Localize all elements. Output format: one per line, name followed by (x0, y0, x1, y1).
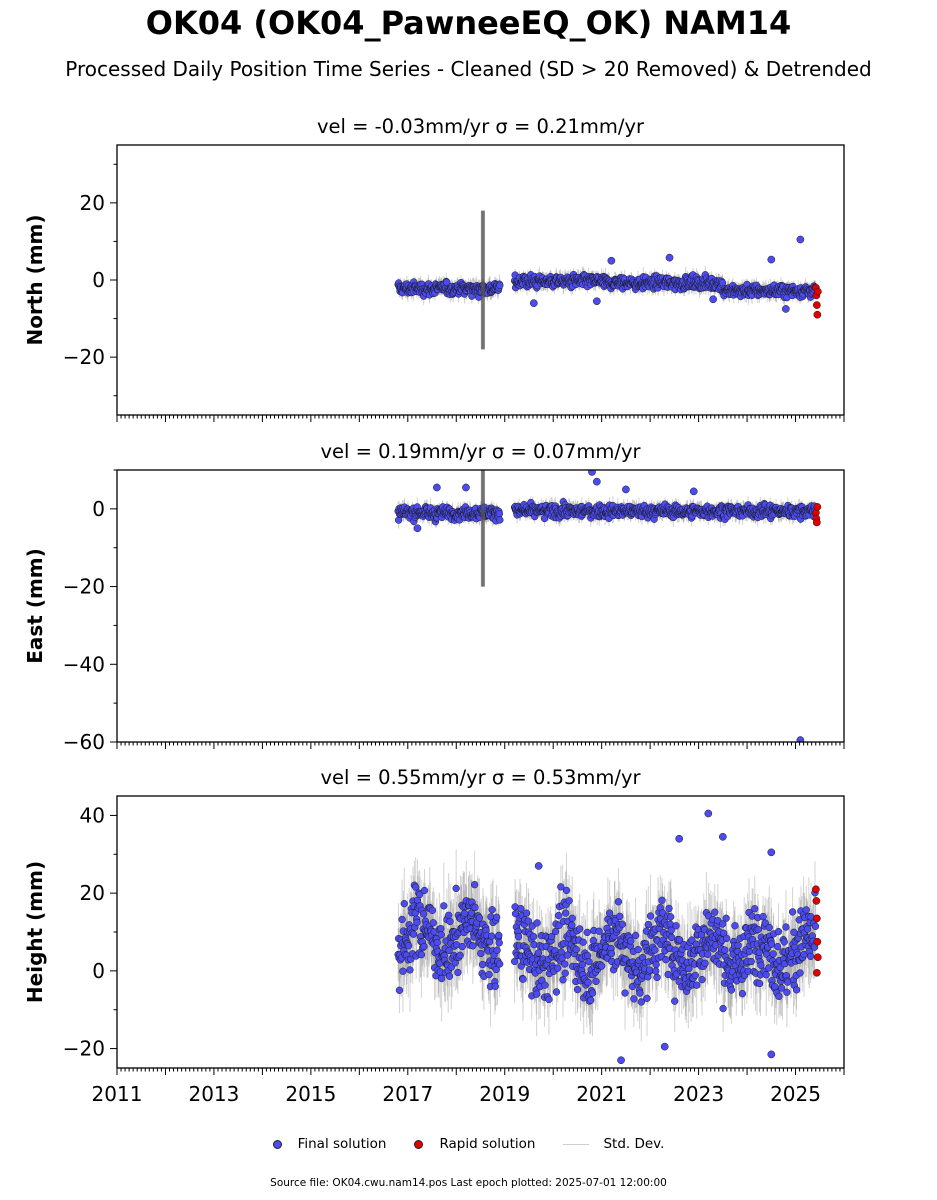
y-tick-label-east-2: −20 (63, 575, 105, 599)
y-tick-label-east-0: −60 (63, 730, 105, 754)
std-spike-north (480, 210, 485, 350)
final-point-height-6 (767, 848, 776, 857)
rapid-point-north-2 (813, 301, 821, 309)
rapid-point-north-3 (813, 310, 822, 319)
x-tick-label-6: 2023 (673, 1082, 724, 1106)
final-point-east-1 (462, 483, 470, 492)
source-footer: Source file: OK04.cwu.nam14.pos Last epo… (270, 1177, 667, 1189)
legend-rapid-label: Rapid solution (439, 1136, 536, 1152)
final-point-height-1 (718, 832, 727, 841)
rapid-point-height-3 (813, 937, 822, 946)
rapid-marker-icon (414, 1139, 424, 1149)
legend-final: Final solution (272, 1136, 387, 1152)
x-tick-label-3: 2017 (382, 1082, 433, 1106)
panel-height: −20 0 20 40 Height (mm) vel = 0.55mm/yr σ = 0… (23, 766, 845, 1106)
panel-east: −60 −40 −20 0 East (mm) vel = 0.19mm/yr σ = 0… (23, 440, 845, 754)
y-tick-label-north-2: 20 (80, 191, 105, 215)
y-tick-label-height-3: 40 (80, 803, 105, 827)
x-ticks-height (116, 1068, 845, 1075)
x-ticks-east (116, 742, 845, 749)
y-tick-label-north-0: −20 (63, 345, 105, 369)
y-tick-label-height-2: 20 (80, 881, 105, 905)
panel-title-north: vel = -0.03mm/yr σ = 0.21mm/yr (317, 115, 645, 138)
axes-frame-north (116, 144, 845, 416)
final-point-height-3 (617, 1056, 625, 1065)
y-tick-label-east-3: 0 (92, 497, 105, 521)
y-ticks-east (110, 469, 117, 743)
legend-rapid: Rapid solution (414, 1136, 535, 1152)
final-point-height-7 (534, 862, 543, 870)
y-axis-label-north: North (mm) (23, 214, 47, 345)
rapid-point-north-4 (813, 287, 822, 296)
panel-title-east: vel = 0.19mm/yr σ = 0.07mm/yr (320, 440, 641, 463)
rapid-point-height-2 (813, 914, 821, 923)
panel-north: −20 0 20 North (mm) vel = -0.03mm/yr σ = 0.2… (23, 115, 845, 422)
final-point-north-0 (529, 299, 538, 307)
y-tick-label-east-1: −40 (63, 652, 105, 676)
x-tick-label-5: 2021 (576, 1082, 627, 1106)
final-point-east-3 (592, 477, 601, 486)
panel-title-height: vel = 0.55mm/yr σ = 0.53mm/yr (320, 766, 641, 789)
rapid-point-east-2 (813, 518, 821, 527)
time-series-chart: −20 0 20 North (mm) vel = -0.03mm/yr σ = 0.2… (23, 115, 845, 1106)
rapid-point-east-3 (813, 503, 822, 511)
legend-std-label: Std. Dev. (603, 1136, 665, 1152)
y-ticks-north (110, 163, 117, 397)
rapid-point-height-0 (812, 885, 820, 894)
final-points-north (394, 270, 820, 302)
x-tick-label-7: 2025 (770, 1082, 821, 1106)
rapid-point-height-5 (813, 968, 821, 977)
y-axis-label-east: East (mm) (23, 548, 47, 664)
std-line-icon (563, 1143, 590, 1145)
y-tick-label-north-1: 0 (92, 268, 105, 292)
chart-title: OK04 (OK04_PawneeEQ_OK) NAM14 (145, 4, 792, 42)
final-point-north-3 (767, 255, 776, 264)
final-point-height-5 (767, 1050, 776, 1059)
final-point-east-2 (588, 470, 596, 476)
final-marker-icon (272, 1139, 282, 1149)
legend-final-label: Final solution (297, 1136, 387, 1152)
final-point-north-1 (592, 297, 601, 306)
final-point-height-0 (704, 809, 713, 818)
rapid-point-height-4 (813, 953, 822, 962)
legend-std: Std. Dev. (563, 1136, 664, 1152)
final-point-height-4 (660, 1042, 669, 1051)
x-tick-label-1: 2013 (188, 1082, 239, 1106)
final-point-height-2 (675, 834, 684, 843)
y-tick-label-height-1: 0 (92, 959, 105, 983)
std-spike-east (480, 470, 485, 587)
x-tick-label-2: 2015 (285, 1082, 336, 1106)
final-point-north-6 (709, 295, 717, 304)
final-point-east-0 (433, 483, 441, 492)
chart-subtitle: Processed Daily Position Time Series - C… (65, 57, 872, 81)
final-points-east (394, 498, 820, 526)
plot-area-height (394, 809, 822, 1065)
final-point-north-2 (665, 253, 674, 262)
y-ticks-height (110, 814, 117, 1050)
final-point-east-6 (796, 736, 805, 742)
final-point-north-5 (607, 256, 616, 265)
plot-area-north (394, 210, 822, 350)
final-point-east-5 (689, 487, 698, 496)
y-tick-label-height-0: −20 (63, 1037, 105, 1061)
rapid-point-height-1 (812, 897, 821, 905)
x-ticks-north (116, 415, 845, 422)
x-tick-label-0: 2011 (92, 1082, 143, 1106)
final-point-east-7 (413, 524, 422, 533)
final-point-north-4 (796, 235, 805, 244)
x-tick-label-4: 2019 (479, 1082, 530, 1106)
plot-area-east (394, 470, 822, 742)
final-points-height (394, 881, 820, 1013)
final-point-east-4 (622, 485, 630, 494)
legend: Final solution Rapid solution Std. Dev. (0, 1136, 937, 1152)
final-point-north-7 (781, 305, 790, 313)
y-axis-label-height: Height (mm) (23, 861, 47, 1003)
